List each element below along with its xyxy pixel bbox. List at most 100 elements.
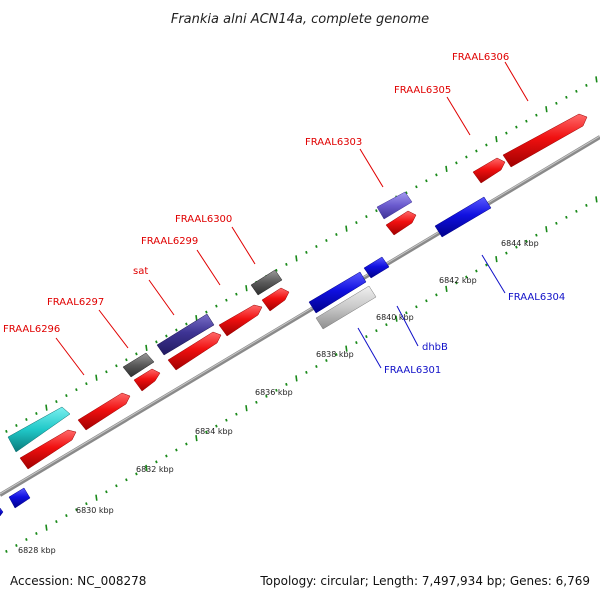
leader-line — [148, 279, 175, 316]
scale-tick — [275, 268, 278, 272]
scale-tick — [165, 454, 168, 458]
scale-tick — [295, 255, 298, 262]
gene-arrow-reverse[interactable] — [315, 285, 377, 330]
gene-arrow-reverse[interactable] — [363, 256, 390, 279]
leader-line — [196, 249, 221, 286]
gene-arrow-forward[interactable] — [167, 331, 222, 371]
scale-label: 6836 kbp — [255, 388, 293, 397]
scale-tick — [105, 370, 108, 374]
leader-line — [55, 337, 85, 376]
gene-label[interactable]: dhbB — [422, 342, 448, 353]
scale-tick — [65, 514, 68, 518]
scale-tick — [375, 209, 378, 213]
gene-arrow-forward[interactable] — [376, 191, 413, 220]
gene-label[interactable]: FRAAL6301 — [384, 365, 441, 376]
scale-tick — [115, 364, 118, 368]
scale-tick — [575, 209, 578, 213]
gene-arrow-forward[interactable] — [19, 429, 77, 470]
gene-arrow-forward[interactable] — [133, 368, 161, 392]
scale-tick — [415, 305, 418, 309]
gene-arrow-forward[interactable] — [261, 287, 290, 312]
scale-tick — [345, 345, 348, 352]
scale-tick — [535, 233, 538, 237]
leader-line — [357, 327, 382, 369]
scale-tick — [595, 76, 598, 83]
leader-line — [359, 148, 384, 188]
scale-tick — [585, 83, 588, 87]
gene-arrow-forward[interactable] — [7, 406, 71, 453]
scale-tick — [505, 131, 508, 135]
gene-label[interactable]: FRAAL6305 — [394, 85, 451, 96]
scale-tick — [485, 143, 488, 147]
scale-tick — [545, 106, 548, 113]
scale-tick — [555, 221, 558, 225]
gene-arrow-forward[interactable] — [472, 157, 506, 184]
scale-tick — [235, 412, 238, 416]
scale-tick — [305, 250, 308, 254]
gene-arrow-forward[interactable] — [77, 392, 131, 431]
scale-tick — [315, 365, 318, 368]
scale-tick — [85, 382, 88, 386]
gene-label[interactable]: FRAAL6306 — [452, 52, 509, 63]
scale-tick — [415, 185, 418, 189]
scale-tick — [495, 255, 498, 263]
scale-tick — [125, 358, 128, 362]
gene-label[interactable]: FRAAL6296 — [3, 324, 60, 335]
gene-arrow-forward[interactable] — [218, 304, 263, 337]
scale-label: 6832 kbp — [136, 465, 174, 474]
scale-tick — [465, 155, 468, 159]
scale-tick — [5, 429, 8, 433]
scale-tick — [555, 101, 558, 105]
gene-label[interactable]: FRAAL6303 — [305, 137, 362, 148]
scale-tick — [515, 125, 518, 129]
gene-arrow-forward[interactable] — [122, 352, 155, 378]
scale-tick — [435, 293, 438, 297]
gene-arrow-forward[interactable] — [156, 313, 215, 356]
scale-tick — [185, 442, 188, 446]
scale-tick — [65, 394, 68, 398]
scale-tick — [355, 221, 358, 225]
leader-line — [98, 309, 129, 349]
gene-arrow-forward[interactable] — [385, 210, 417, 236]
scale-tick — [145, 464, 148, 472]
leader-line — [396, 305, 419, 347]
scale-tick — [345, 225, 348, 232]
scale-tick — [295, 375, 298, 382]
gene-labels: FRAAL6296 FRAAL6297 sat FRAAL6299 FRAAL6… — [3, 52, 565, 376]
scale-tick — [255, 400, 258, 404]
scale-tick — [75, 388, 78, 392]
gene-label[interactable]: sat — [133, 266, 148, 277]
gene-label[interactable]: FRAAL6297 — [47, 297, 104, 308]
scale-tick — [105, 490, 108, 494]
scale-tick — [15, 424, 18, 427]
scale-tick — [365, 335, 368, 339]
gene-arrow-forward[interactable] — [250, 269, 283, 296]
scale-tick — [275, 388, 278, 392]
gene-arrow-reverse[interactable] — [0, 507, 4, 517]
scale-tick — [25, 538, 28, 541]
scale-tick — [505, 251, 508, 255]
gene-arrow-forward[interactable] — [502, 113, 588, 168]
forward-tick-row — [5, 76, 598, 433]
scale-tick — [95, 374, 98, 381]
scale-tick — [145, 344, 148, 352]
scale-tick — [55, 520, 58, 524]
scale-tick — [215, 424, 218, 428]
gene-label[interactable]: FRAAL6300 — [175, 214, 232, 225]
gene-arrow-reverse[interactable] — [8, 487, 31, 509]
scale-tick — [435, 173, 438, 177]
scale-tick — [495, 135, 498, 143]
gene-label[interactable]: FRAAL6299 — [141, 236, 198, 247]
scale-tick — [195, 314, 198, 322]
scale-tick — [355, 341, 358, 345]
gene-arrow-reverse[interactable] — [308, 271, 367, 314]
scale-tick — [595, 196, 598, 203]
leader-line — [231, 226, 256, 265]
scale-tick — [195, 434, 198, 442]
gene-arrow-reverse[interactable] — [434, 196, 492, 238]
gene-label[interactable]: FRAAL6304 — [508, 292, 565, 303]
accession-text: Accession: NC_008278 — [10, 574, 146, 588]
scale-tick — [565, 215, 568, 219]
scale-tick — [5, 549, 8, 553]
